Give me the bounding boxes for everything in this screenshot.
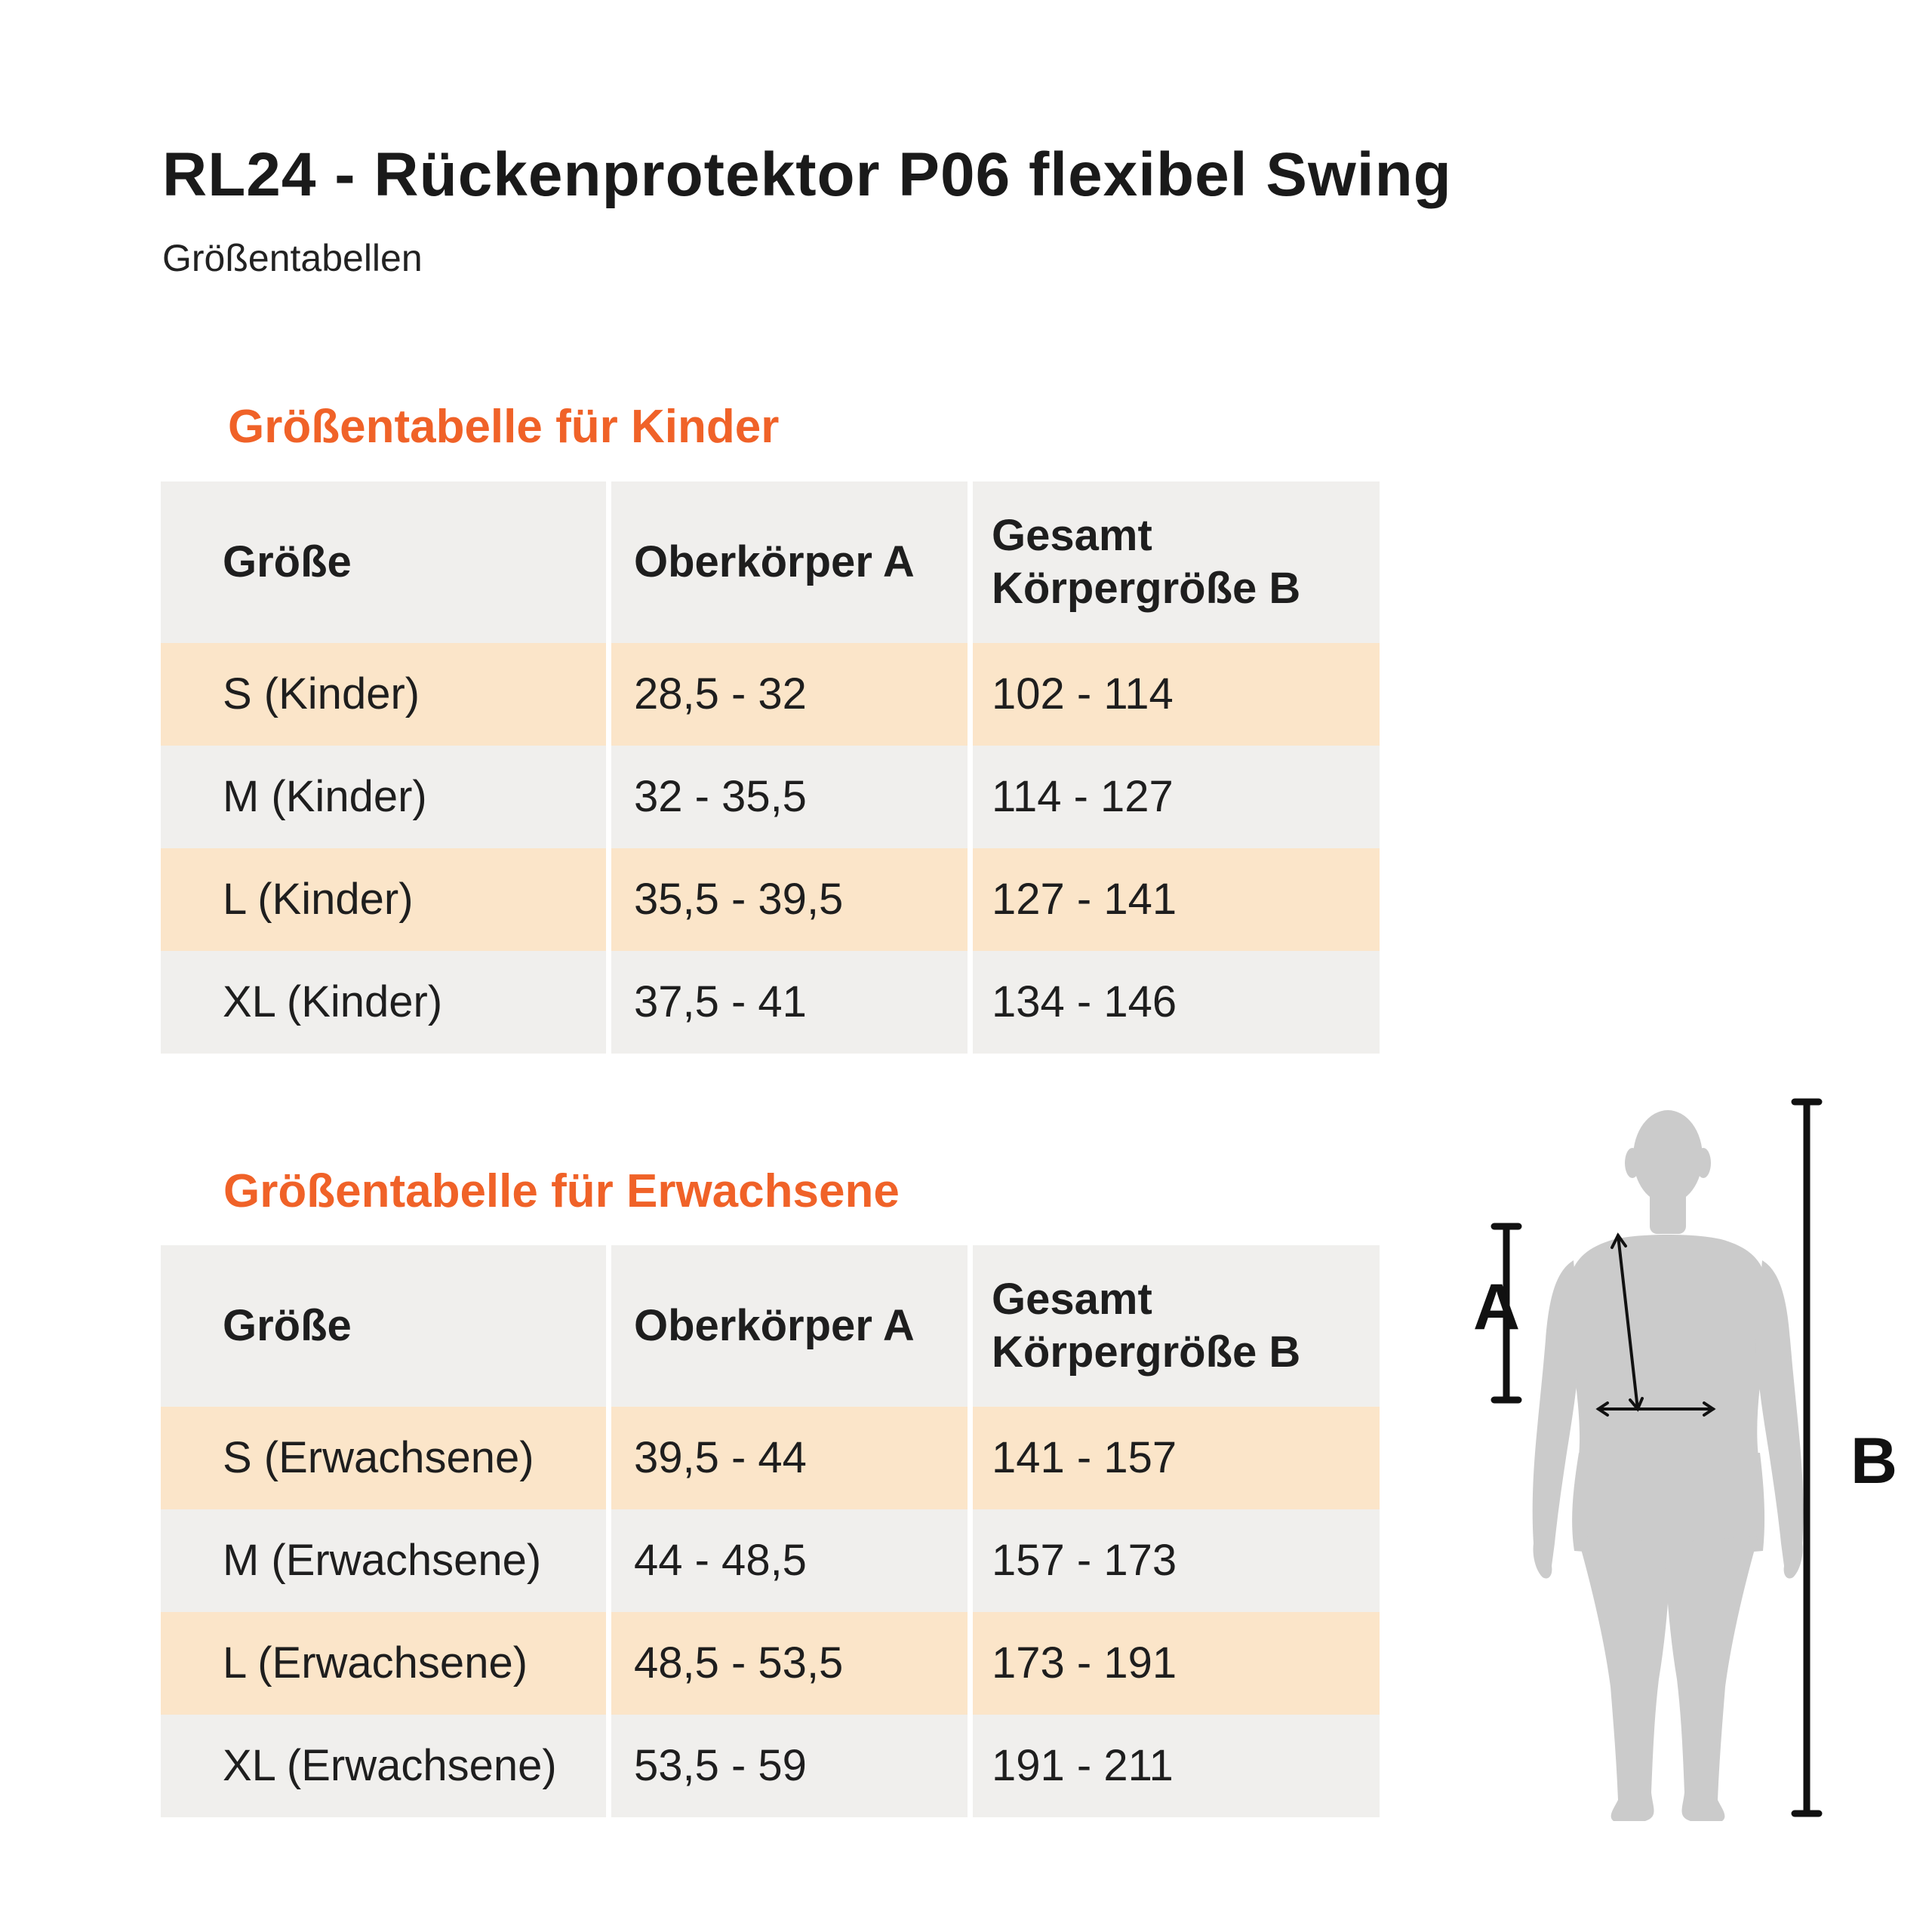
height-b-cell: 114 - 127 — [973, 746, 1380, 848]
table-row: M (Kinder) 32 - 35,5 114 - 127 — [161, 746, 1380, 848]
measure-label-a: A — [1473, 1271, 1520, 1343]
torso-a-cell: 32 - 35,5 — [611, 746, 968, 848]
table-header-row: Größe Oberkörper A Gesamt Körpergröße B — [161, 481, 1380, 643]
page-subtitle: Größentabellen — [162, 237, 423, 279]
table-row: XL (Kinder) 37,5 - 41 134 - 146 — [161, 951, 1380, 1054]
kids-size-table: Größe Oberkörper A Gesamt Körpergröße B … — [161, 481, 1380, 1054]
kids-table-heading: Größentabelle für Kinder — [228, 401, 780, 453]
height-b-cell: 141 - 157 — [973, 1407, 1380, 1509]
size-cell: S (Erwachsene) — [161, 1407, 606, 1509]
page-title: RL24 - Rückenprotektor P06 flexibel Swin… — [162, 140, 1452, 209]
size-cell: M (Kinder) — [161, 746, 606, 848]
torso-a-cell: 39,5 - 44 — [611, 1407, 968, 1509]
table-row: S (Kinder) 28,5 - 32 102 - 114 — [161, 643, 1380, 746]
height-b-cell: 191 - 211 — [973, 1715, 1380, 1817]
table-row: S (Erwachsene) 39,5 - 44 141 - 157 — [161, 1407, 1380, 1509]
size-cell: S (Kinder) — [161, 643, 606, 746]
height-b-cell: 127 - 141 — [973, 848, 1380, 951]
table-row: M (Erwachsene) 44 - 48,5 157 - 173 — [161, 1509, 1380, 1612]
column-header-size: Größe — [161, 481, 606, 643]
table-row: XL (Erwachsene) 53,5 - 59 191 - 211 — [161, 1715, 1380, 1817]
column-header-size: Größe — [161, 1245, 606, 1407]
body-measurement-figure: A B — [1473, 1098, 1897, 1821]
human-body-back-icon — [1532, 1110, 1804, 1821]
height-b-cell: 173 - 191 — [973, 1612, 1380, 1715]
torso-a-cell: 37,5 - 41 — [611, 951, 968, 1054]
height-b-cell: 102 - 114 — [973, 643, 1380, 746]
torso-a-cell: 28,5 - 32 — [611, 643, 968, 746]
table-row: L (Kinder) 35,5 - 39,5 127 - 141 — [161, 848, 1380, 951]
torso-a-cell: 48,5 - 53,5 — [611, 1612, 968, 1715]
torso-a-cell: 35,5 - 39,5 — [611, 848, 968, 951]
column-header-height-b: Gesamt Körpergröße B — [973, 1245, 1380, 1407]
size-cell: M (Erwachsene) — [161, 1509, 606, 1612]
table-header-row: Größe Oberkörper A Gesamt Körpergröße B — [161, 1245, 1380, 1407]
size-cell: XL (Kinder) — [161, 951, 606, 1054]
adults-size-table: Größe Oberkörper A Gesamt Körpergröße B … — [161, 1245, 1380, 1817]
measure-bracket-b — [1791, 1098, 1823, 1817]
measure-label-b: B — [1850, 1425, 1897, 1497]
column-header-height-b: Gesamt Körpergröße B — [973, 481, 1380, 643]
column-header-torso-a: Oberkörper A — [611, 1245, 968, 1407]
size-cell: XL (Erwachsene) — [161, 1715, 606, 1817]
height-b-cell: 134 - 146 — [973, 951, 1380, 1054]
column-header-torso-a: Oberkörper A — [611, 481, 968, 643]
measure-bracket-a — [1491, 1223, 1522, 1404]
height-b-cell: 157 - 173 — [973, 1509, 1380, 1612]
table-row: L (Erwachsene) 48,5 - 53,5 173 - 191 — [161, 1612, 1380, 1715]
torso-a-cell: 53,5 - 59 — [611, 1715, 968, 1817]
adults-table-heading: Größentabelle für Erwachsene — [223, 1165, 900, 1217]
size-cell: L (Kinder) — [161, 848, 606, 951]
torso-a-cell: 44 - 48,5 — [611, 1509, 968, 1612]
size-cell: L (Erwachsene) — [161, 1612, 606, 1715]
